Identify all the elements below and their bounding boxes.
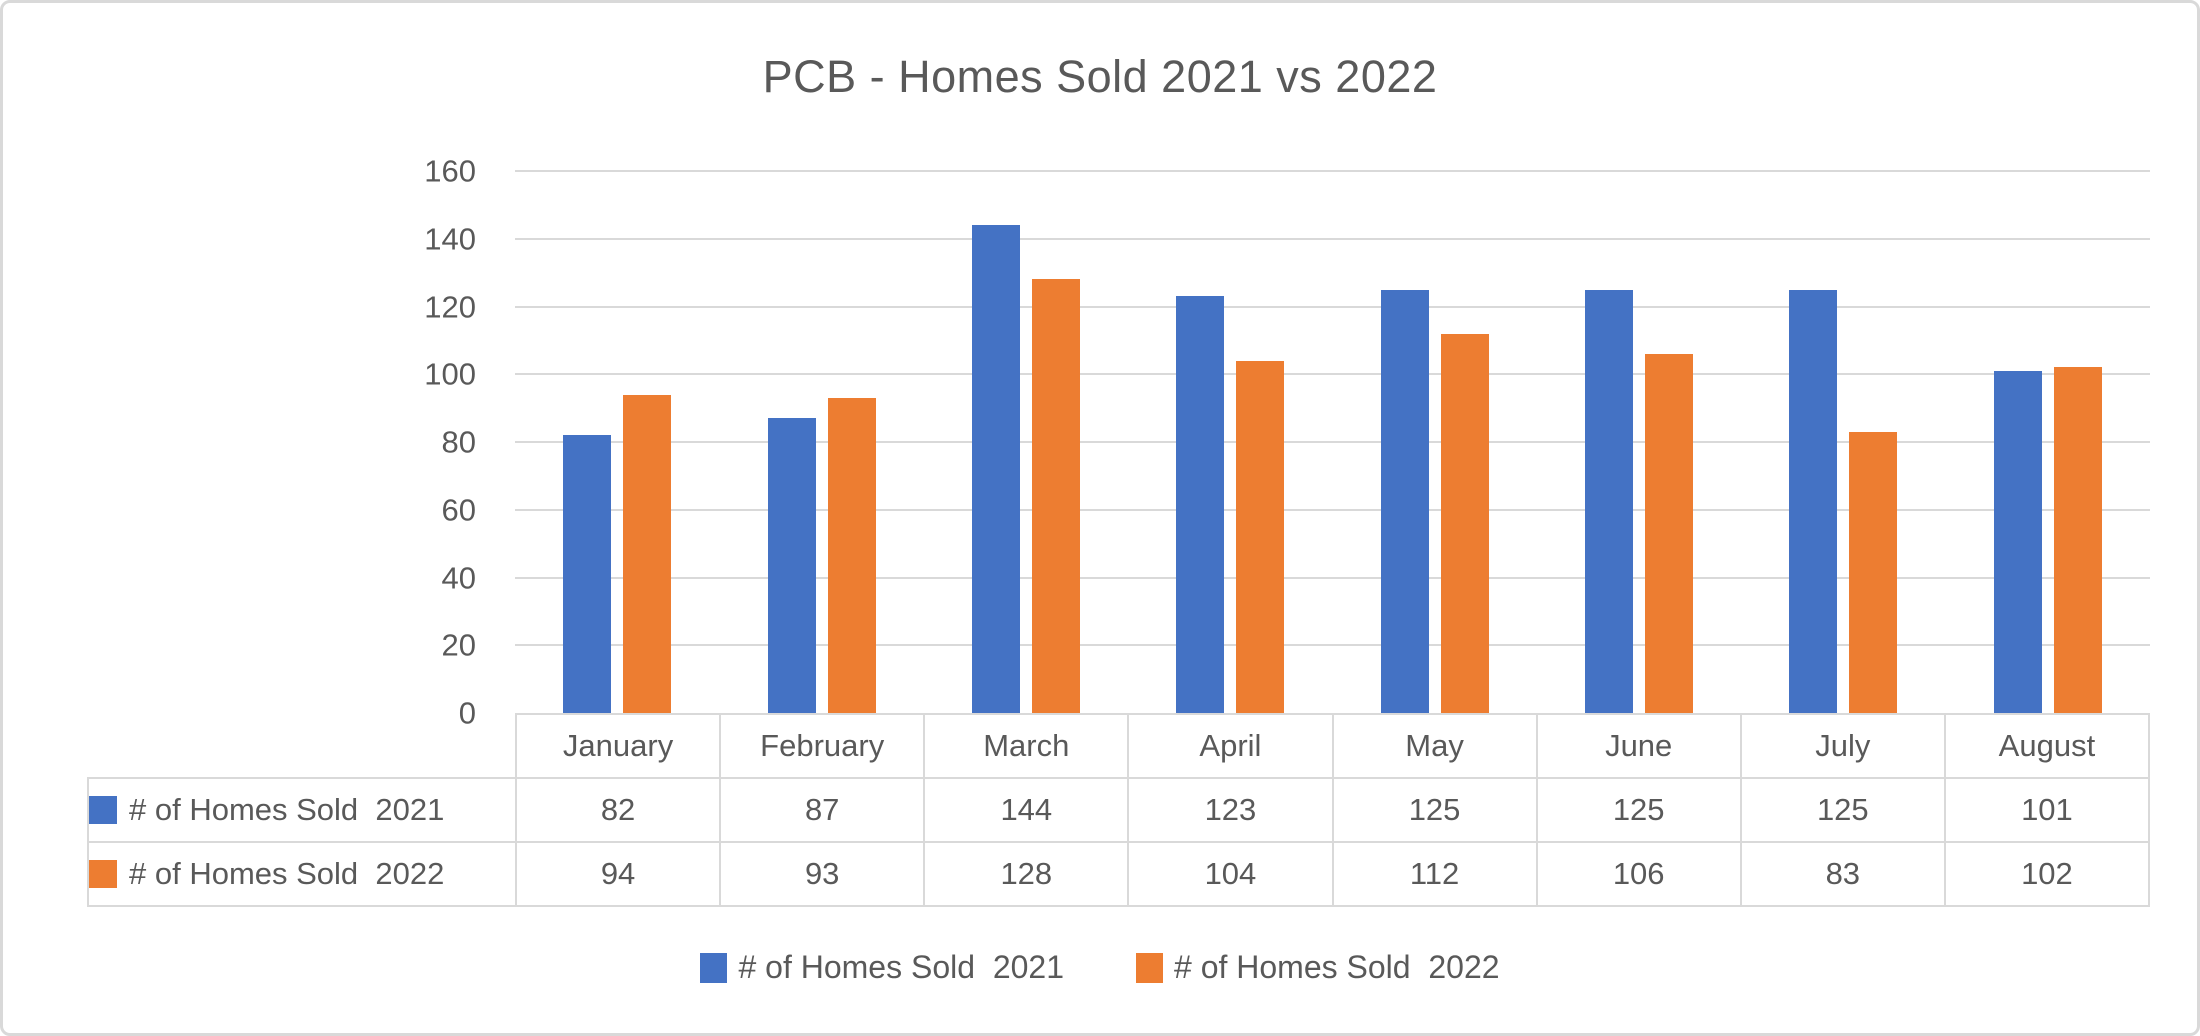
y-axis-label-60: 60 — [441, 492, 476, 528]
table-cell-2022-march: 128 — [923, 841, 1130, 907]
bar-2022-july[interactable] — [1849, 431, 1898, 713]
y-axis: 0 20 40 60 80 100 120 140 160 — [3, 156, 476, 729]
gridline-120 — [515, 305, 2150, 308]
bar-2021-may[interactable] — [1380, 289, 1429, 713]
legend-item-2022[interactable]: # of Homes Sold 2022 — [1136, 949, 1500, 986]
gridline-60 — [515, 508, 2150, 511]
table-header-august: August — [1943, 713, 2151, 779]
table-cell-2021-august: 101 — [1943, 777, 2151, 843]
bar-group-april — [1128, 171, 1332, 713]
series-2021-swatch-icon — [89, 796, 117, 824]
table-cell-2021-april: 123 — [1127, 777, 1334, 843]
table-cell-2021-july: 125 — [1739, 777, 1946, 843]
bar-group-february — [719, 171, 923, 713]
table-cell-2022-june: 106 — [1535, 841, 1742, 907]
y-axis-label-100: 100 — [424, 356, 476, 392]
legend-label-2022: # of Homes Sold 2022 — [1174, 949, 1500, 985]
table-cell-2021-march: 144 — [923, 777, 1130, 843]
bar-2021-august[interactable] — [1993, 370, 2042, 713]
bar-2022-january[interactable] — [623, 394, 672, 713]
table-cell-2022-august: 102 — [1943, 841, 2151, 907]
table-cell-2022-april: 104 — [1127, 841, 1334, 907]
bar-2021-february[interactable] — [767, 418, 816, 713]
legend-item-2021[interactable]: # of Homes Sold 2021 — [700, 949, 1064, 986]
table-cell-2021-may: 125 — [1331, 777, 1538, 843]
bar-2021-april[interactable] — [1176, 296, 1225, 713]
bar-2021-january[interactable] — [563, 435, 612, 713]
bar-2022-april[interactable] — [1236, 360, 1285, 713]
y-axis-label-80: 80 — [441, 424, 476, 460]
gridline-40 — [515, 576, 2150, 579]
bar-2021-march[interactable] — [971, 225, 1020, 713]
table-header-row: January February March April May June July Augu… — [88, 713, 2151, 779]
bar-2021-june[interactable] — [1585, 289, 1634, 713]
bar-2022-may[interactable] — [1440, 333, 1489, 713]
table-cell-2021-february: 87 — [719, 777, 926, 843]
table-header-january: January — [514, 713, 722, 779]
table-header-june: June — [1535, 713, 1742, 779]
bar-group-july — [1741, 171, 1945, 713]
y-axis-label-40: 40 — [441, 560, 476, 595]
bar-2022-june[interactable] — [1645, 353, 1694, 713]
bar-2022-august[interactable] — [2053, 367, 2102, 713]
table-header-may: May — [1331, 713, 1538, 779]
gridline-20 — [515, 644, 2150, 647]
table-row-2022: # of Homes Sold 2022 94 93 128 104 112 106 83 10… — [87, 841, 2151, 907]
legend-swatch-2021-icon — [700, 952, 728, 983]
table-cell-2022-july: 83 — [1739, 841, 1946, 907]
gridline-160 — [515, 170, 2150, 172]
y-axis-label-140: 140 — [424, 221, 476, 257]
table-cell-2022-january: 94 — [514, 841, 722, 907]
table-corner-cell — [88, 714, 516, 778]
table-row-label-2021: # of Homes Sold 2021 — [87, 777, 517, 843]
bar-group-january — [515, 171, 719, 713]
bar-2022-march[interactable] — [1031, 279, 1080, 713]
legend-label-2021: # of Homes Sold 2021 — [738, 949, 1064, 985]
gridline-80 — [515, 441, 2150, 443]
series-2022-label: # of Homes Sold 2022 — [129, 856, 445, 891]
table-cell-2022-february: 93 — [719, 841, 926, 907]
series-2022-swatch-icon — [89, 860, 117, 888]
chart-title: PCB - Homes Sold 2021 vs 2022 — [762, 51, 1438, 102]
data-table: January February March April May June July Augu… — [87, 713, 2151, 907]
table-header-april: April — [1127, 713, 1334, 779]
plot-area — [515, 170, 2150, 713]
table-row-label-2022: # of Homes Sold 2022 — [87, 841, 517, 907]
legend: # of Homes Sold 2021 # of Homes Sold 2022 — [3, 949, 2197, 986]
table-cell-2021-january: 82 — [514, 777, 722, 843]
bar-group-may — [1333, 171, 1537, 713]
bars — [515, 171, 2150, 713]
table-cell-2022-may: 112 — [1331, 841, 1538, 907]
table-cell-2021-june: 125 — [1535, 777, 1742, 843]
bar-group-august — [1946, 171, 2150, 713]
bar-2021-july[interactable] — [1789, 289, 1838, 713]
gridline-140 — [515, 237, 2150, 240]
table-header-july: July — [1739, 713, 1946, 779]
y-axis-label-120: 120 — [424, 289, 476, 324]
table-header-march: March — [923, 713, 1130, 779]
gridline-100 — [515, 373, 2150, 376]
table-row-2021: # of Homes Sold 2021 82 87 144 123 125 125 125 1… — [87, 777, 2151, 843]
bar-group-march — [924, 171, 1128, 713]
bar-2022-february[interactable] — [827, 397, 876, 713]
bar-group-june — [1537, 171, 1741, 713]
y-axis-label-160: 160 — [424, 153, 476, 189]
table-header-february: February — [719, 713, 926, 779]
y-axis-label-20: 20 — [441, 627, 476, 663]
series-2021-label: # of Homes Sold 2021 — [129, 792, 445, 827]
y-axis-label-0: 0 — [458, 695, 476, 731]
legend-swatch-2022-icon — [1136, 952, 1163, 983]
